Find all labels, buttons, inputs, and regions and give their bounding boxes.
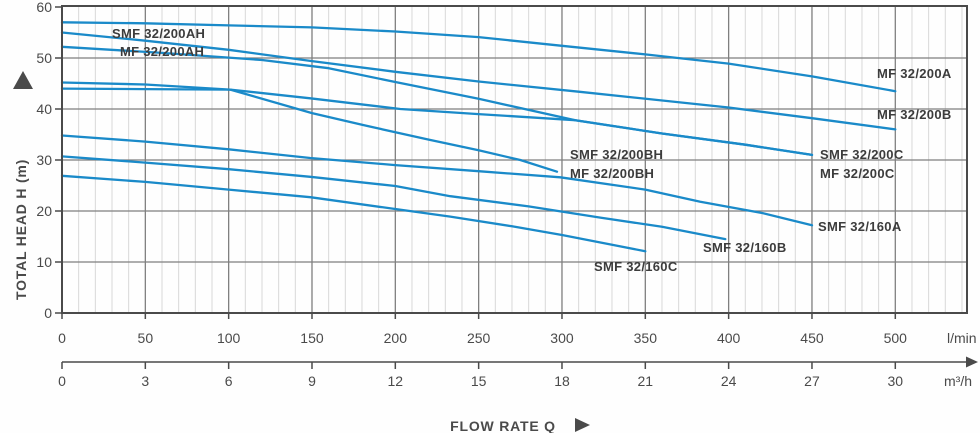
curve-label: SMF 32/160C (594, 259, 678, 274)
curve-label: SMF 32/160B (703, 240, 787, 255)
y-tick-label: 40 (36, 101, 52, 117)
y-tick-label: 10 (36, 254, 52, 270)
ruler-tick-label: 3 (141, 373, 149, 389)
x-tick-label: 450 (800, 330, 824, 346)
x-tick-label: 300 (550, 330, 574, 346)
ruler-tick-label: 27 (804, 373, 820, 389)
x-axis-lmin-unit: l/min (947, 330, 977, 346)
x-tick-label: 0 (58, 330, 66, 346)
curve-label: MF 32/200B (877, 107, 952, 122)
curve-label: MF 32/200A (877, 66, 952, 81)
ruler-tick-label: 6 (225, 373, 233, 389)
x-axis-right-arrow-icon (575, 418, 590, 432)
ruler-tick-label: 18 (554, 373, 570, 389)
ruler-tick-label: 0 (58, 373, 66, 389)
pump-curve (60, 81, 559, 173)
pump-curve (60, 134, 814, 227)
plot-border (61, 5, 968, 314)
x-tick-label: 200 (384, 330, 408, 346)
y-axis-title: TOTAL HEAD H (m) (13, 159, 29, 300)
x-axis-title: FLOW RATE Q (450, 418, 556, 433)
flow-ruler-m3h: 0 3 6 9 12 15 18 21 24 27 30 (58, 356, 978, 389)
y-tick-label: 50 (36, 50, 52, 66)
curve-labels-layer: SMF 32/200AH MF 32/200AH MF 32/200A MF 32/2… (112, 26, 952, 274)
ruler-tick-label: 9 (308, 373, 316, 389)
x-tick-label: 150 (300, 330, 324, 346)
y-tick-label: 30 (36, 152, 52, 168)
ruler-arrow-icon (966, 356, 978, 368)
pump-curve (60, 174, 647, 253)
x-tick-label: 400 (717, 330, 741, 346)
x-axis-m3h-unit: m³/h (944, 373, 972, 389)
y-axis-up-arrow-icon (13, 71, 33, 89)
ruler-tick-label: 24 (721, 373, 737, 389)
pump-curve (60, 155, 727, 241)
curve-label: SMF 32/160A (818, 219, 902, 234)
curve-label: SMF 32/200AH (112, 26, 205, 41)
y-tick-label: 60 (36, 0, 52, 15)
pump-curve (60, 21, 897, 93)
tick-layer: 0 10 20 30 40 50 60 0 50 100 150 200 250 300 350 400 450… (36, 0, 907, 346)
curve-label: MF 32/200BH (570, 166, 654, 181)
ruler-tick-label: 12 (388, 373, 404, 389)
x-tick-label: 500 (884, 330, 908, 346)
curve-label: SMF 32/200BH (570, 147, 663, 162)
pump-curve (60, 31, 897, 131)
curve-label: SMF 32/200C (820, 147, 904, 162)
ruler-tick-label: 15 (471, 373, 487, 389)
curves-layer (60, 21, 897, 253)
ruler-tick-label: 21 (638, 373, 654, 389)
ruler-tick-label: 30 (888, 373, 904, 389)
curve-label: MF 32/200AH (120, 44, 204, 59)
pump-curve (60, 87, 814, 157)
curve-label: MF 32/200C (820, 166, 895, 181)
x-tick-label: 100 (217, 330, 241, 346)
x-tick-label: 250 (467, 330, 491, 346)
y-tick-label: 0 (44, 305, 52, 321)
y-tick-label: 20 (36, 203, 52, 219)
x-tick-label: 50 (138, 330, 154, 346)
x-tick-label: 350 (634, 330, 658, 346)
